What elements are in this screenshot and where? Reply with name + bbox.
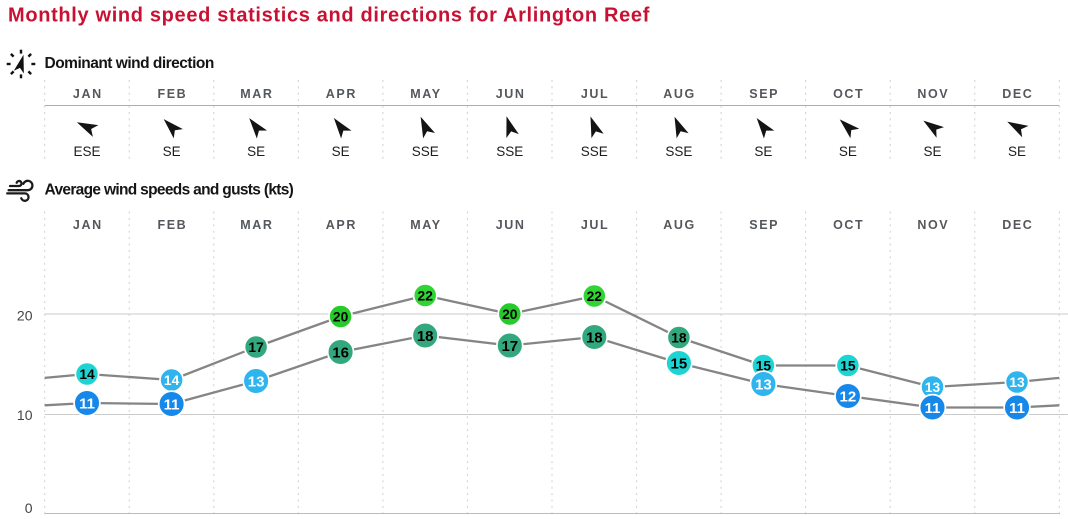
svg-text:SSE: SSE bbox=[496, 144, 523, 159]
svg-text:FEB: FEB bbox=[157, 87, 187, 101]
svg-text:13: 13 bbox=[1009, 375, 1025, 390]
svg-text:SE: SE bbox=[1008, 144, 1026, 159]
svg-text:20: 20 bbox=[17, 308, 33, 324]
svg-text:11: 11 bbox=[79, 395, 95, 412]
svg-text:JUN: JUN bbox=[496, 218, 526, 232]
svg-text:AUG: AUG bbox=[663, 218, 696, 232]
svg-text:ESE: ESE bbox=[73, 144, 100, 159]
svg-text:10: 10 bbox=[17, 407, 33, 423]
svg-text:13: 13 bbox=[248, 373, 265, 390]
svg-text:11: 11 bbox=[164, 396, 180, 413]
svg-text:MAY: MAY bbox=[410, 218, 441, 232]
svg-text:22: 22 bbox=[587, 289, 603, 304]
svg-text:15: 15 bbox=[840, 359, 856, 374]
svg-text:18: 18 bbox=[586, 329, 603, 346]
svg-text:NOV: NOV bbox=[917, 87, 949, 101]
svg-text:15: 15 bbox=[756, 359, 772, 374]
svg-text:SEP: SEP bbox=[749, 87, 779, 101]
svg-text:13: 13 bbox=[925, 380, 941, 395]
svg-text:20: 20 bbox=[333, 310, 349, 325]
svg-text:SE: SE bbox=[923, 144, 941, 159]
svg-text:SE: SE bbox=[332, 144, 350, 159]
svg-text:SE: SE bbox=[163, 144, 181, 159]
svg-text:14: 14 bbox=[164, 373, 180, 388]
svg-text:SE: SE bbox=[839, 144, 857, 159]
svg-text:SE: SE bbox=[247, 144, 265, 159]
svg-text:18: 18 bbox=[671, 331, 687, 346]
svg-text:SEP: SEP bbox=[749, 218, 779, 232]
svg-text:APR: APR bbox=[326, 87, 357, 101]
svg-text:MAR: MAR bbox=[240, 218, 273, 232]
svg-text:MAR: MAR bbox=[240, 87, 273, 101]
svg-text:SSE: SSE bbox=[665, 144, 692, 159]
svg-text:18: 18 bbox=[417, 328, 434, 345]
svg-text:JUL: JUL bbox=[581, 218, 609, 232]
svg-text:NOV: NOV bbox=[917, 218, 949, 232]
svg-text:15: 15 bbox=[671, 355, 688, 372]
svg-text:0: 0 bbox=[25, 500, 33, 516]
svg-text:OCT: OCT bbox=[833, 218, 864, 232]
svg-text:17: 17 bbox=[501, 338, 518, 355]
svg-text:11: 11 bbox=[1009, 400, 1025, 417]
svg-text:SE: SE bbox=[754, 144, 772, 159]
svg-text:JAN: JAN bbox=[73, 218, 103, 232]
svg-text:DEC: DEC bbox=[1002, 218, 1033, 232]
svg-text:13: 13 bbox=[755, 376, 772, 393]
svg-text:17: 17 bbox=[248, 340, 264, 355]
svg-text:APR: APR bbox=[326, 218, 357, 232]
svg-text:Monthly wind speed statistics: Monthly wind speed statistics and direct… bbox=[8, 5, 650, 27]
svg-text:11: 11 bbox=[925, 400, 941, 417]
svg-text:JUN: JUN bbox=[496, 87, 526, 101]
svg-text:16: 16 bbox=[332, 344, 349, 361]
svg-text:14: 14 bbox=[79, 367, 95, 382]
svg-text:Average wind speeds and gusts: Average wind speeds and gusts (kts) bbox=[45, 181, 294, 198]
svg-text:20: 20 bbox=[502, 307, 518, 322]
svg-text:MAY: MAY bbox=[410, 87, 441, 101]
svg-text:Dominant wind direction: Dominant wind direction bbox=[45, 55, 214, 72]
svg-text:JAN: JAN bbox=[73, 87, 103, 101]
svg-text:DEC: DEC bbox=[1002, 87, 1033, 101]
svg-text:SSE: SSE bbox=[412, 144, 439, 159]
svg-text:AUG: AUG bbox=[663, 87, 696, 101]
svg-text:22: 22 bbox=[418, 289, 434, 304]
svg-text:FEB: FEB bbox=[157, 218, 187, 232]
svg-text:JUL: JUL bbox=[581, 87, 609, 101]
svg-text:SSE: SSE bbox=[581, 144, 608, 159]
svg-text:12: 12 bbox=[840, 388, 857, 405]
svg-text:OCT: OCT bbox=[833, 87, 864, 101]
